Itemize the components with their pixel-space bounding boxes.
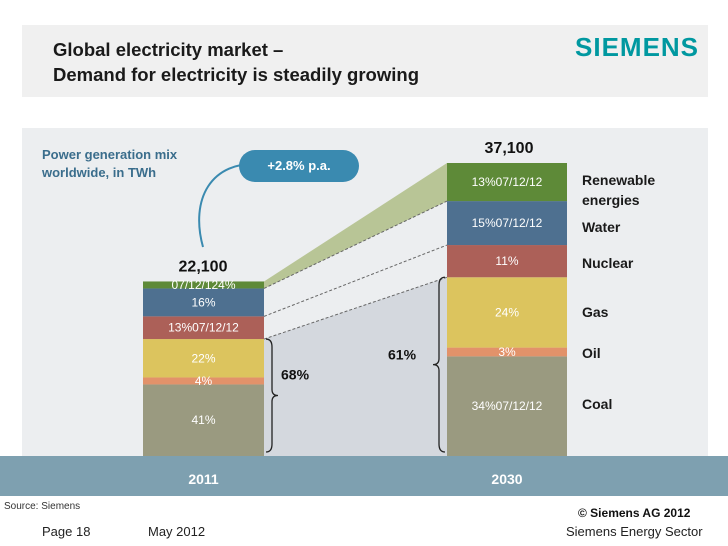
siemens-logo: SIEMENS xyxy=(575,32,700,62)
segment-label-coal-2030: 34%07/12/12 xyxy=(472,399,543,413)
legend-label-gas: Gas xyxy=(582,304,609,320)
subtitle-line-1: Power generation mix xyxy=(42,147,178,162)
legend-label-water: Water xyxy=(582,219,621,235)
segment-label-water-2030: 15%07/12/12 xyxy=(472,216,543,230)
segment-label-oil-2011: 4% xyxy=(195,374,213,388)
bar-segment-oil-2030 xyxy=(447,347,567,357)
legend-label-nuclear: Nuclear xyxy=(582,255,634,271)
bar-segment-coal-2030 xyxy=(447,356,567,456)
legend-label-coal: Coal xyxy=(582,396,612,412)
slide-title: Global electricity market – Demand for e… xyxy=(53,37,419,87)
bar-segment-gas-2030 xyxy=(447,277,567,348)
fossil-connector xyxy=(263,276,448,340)
fossil-share-wedge xyxy=(264,277,447,456)
bars-group xyxy=(143,163,567,456)
annotations-group: 22,100 2011 37,100 2030 +2.8% p.a. 68% 61% xyxy=(179,140,534,487)
bar-segment-oil-2011 xyxy=(143,377,264,385)
bar-segment-water-2011 xyxy=(143,288,264,317)
growth-callout-label: +2.8% p.a. xyxy=(267,158,330,173)
bar-segment-renewable-2030 xyxy=(447,163,567,202)
legend-group: Renewable energies Water Nuclear Gas Oil Coal xyxy=(582,172,655,412)
bar-segment-water-2030 xyxy=(447,201,567,246)
total-label-2011: 22,100 xyxy=(179,258,228,275)
segment-label-coal-2011: 41% xyxy=(191,413,215,427)
bar-segment-coal-2011 xyxy=(143,384,264,456)
segment-label-oil-2030: 3% xyxy=(498,345,516,359)
year-label-2030: 2030 xyxy=(491,471,522,487)
segment-labels-group: 41% 4% 22% 13%07/12/12 16% 07/12/124% 34%07/12… xyxy=(168,175,543,427)
water-connector xyxy=(263,200,448,289)
bar-segment-gas-2011 xyxy=(143,339,264,378)
bar-segment-renewable-2011 xyxy=(143,281,264,289)
growth-callout-pill xyxy=(239,150,359,182)
renewable-growth-wedge xyxy=(264,163,447,289)
legend-label-renewable-line2: energies xyxy=(582,192,640,208)
legend-label-renewable: Renewable xyxy=(582,172,655,188)
subtitle-line-2: worldwide, in TWh xyxy=(42,165,157,180)
segment-label-gas-2030: 24% xyxy=(495,305,519,319)
segment-label-nuclear-2030: 11% xyxy=(495,254,518,268)
nuclear-connector xyxy=(263,244,448,317)
segment-label-gas-2011: 22% xyxy=(191,351,215,365)
year-axis-band xyxy=(0,456,728,496)
footer-date: May 2012 xyxy=(148,524,206,539)
growth-connectors xyxy=(263,163,448,456)
fossil-brace-2011 xyxy=(265,338,279,453)
fossil-share-label-2030: 61% xyxy=(388,347,417,363)
sector-name: Siemens Energy Sector xyxy=(566,524,703,539)
fossil-share-label-2011: 68% xyxy=(281,367,310,383)
title-line-2: Demand for electricity is steadily growi… xyxy=(53,64,419,85)
segment-label-nuclear-2011: 13%07/12/12 xyxy=(168,321,239,335)
bar-segment-nuclear-2011 xyxy=(143,316,264,340)
segment-label-renewable-2030: 13%07/12/12 xyxy=(472,175,543,189)
bar-segment-nuclear-2030 xyxy=(447,245,567,278)
title-line-1: Global electricity market – xyxy=(53,39,284,60)
source-note: Source: Siemens xyxy=(4,501,81,512)
title-bar xyxy=(22,25,708,97)
page-number: Page 18 xyxy=(42,524,91,539)
fossil-brace-2030 xyxy=(432,276,446,453)
legend-label-oil: Oil xyxy=(582,345,601,361)
total-label-2030: 37,100 xyxy=(485,140,534,157)
year-label-2011: 2011 xyxy=(188,471,219,487)
copyright: © Siemens AG 2012 xyxy=(578,506,691,520)
segment-label-renewable-2011: 07/12/124% xyxy=(171,278,235,292)
segment-label-water-2011: 16% xyxy=(191,295,215,309)
chart-subtitle: Power generation mix worldwide, in TWh xyxy=(42,146,177,182)
